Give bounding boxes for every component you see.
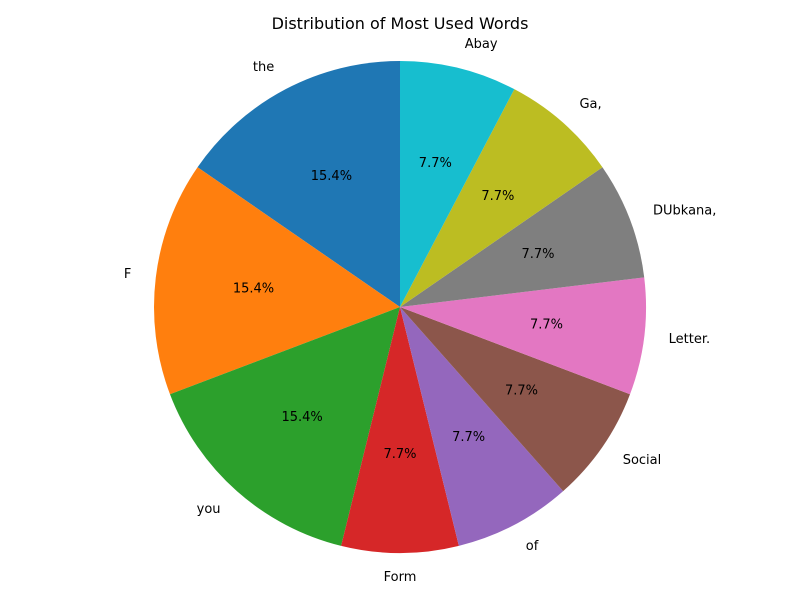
pie-slice-f [154,167,400,395]
slice-label: the [253,60,274,75]
slice-percent-label: 15.4% [281,410,322,425]
slice-percent-label: 7.7% [530,317,563,332]
slice-percent-label: 7.7% [383,447,416,462]
slice-percent-label: 7.7% [452,430,485,445]
slice-label: Abay [465,37,498,52]
pie-slice-form [341,307,459,553]
pie-slice-you [169,307,400,546]
slice-percent-label: 7.7% [521,247,554,262]
slice-label: DUbkana, [653,204,716,219]
slice-label: of [526,539,539,554]
slice-percent-label: 15.4% [311,169,352,184]
slice-percent-label: 7.7% [419,156,452,171]
slice-percent-label: 7.7% [481,189,514,204]
slice-label: Social [623,453,662,468]
slice-label: Letter. [669,332,711,347]
slice-percent-label: 15.4% [233,282,274,297]
slice-label: Ga, [579,97,601,112]
slice-label: you [197,502,221,517]
pie-slice-abay [400,61,515,307]
pie-slice-the [197,61,400,307]
chart-title: Distribution of Most Used Words [272,14,529,33]
pie-slice-dubkana [400,167,645,307]
slice-label: F [124,267,131,282]
slice-percent-label: 7.7% [505,383,538,398]
pie-slice-of [400,307,564,546]
pie-slice-ga [400,89,603,308]
pie-slices [154,61,647,553]
pie-labels: the 15.4% F 15.4% you 15.4% Form 7.7% of 7.7% Soci… [124,37,717,585]
pie-slice-social [400,307,631,492]
pie-slice-letter [400,277,647,395]
slice-label: Form [384,570,417,585]
